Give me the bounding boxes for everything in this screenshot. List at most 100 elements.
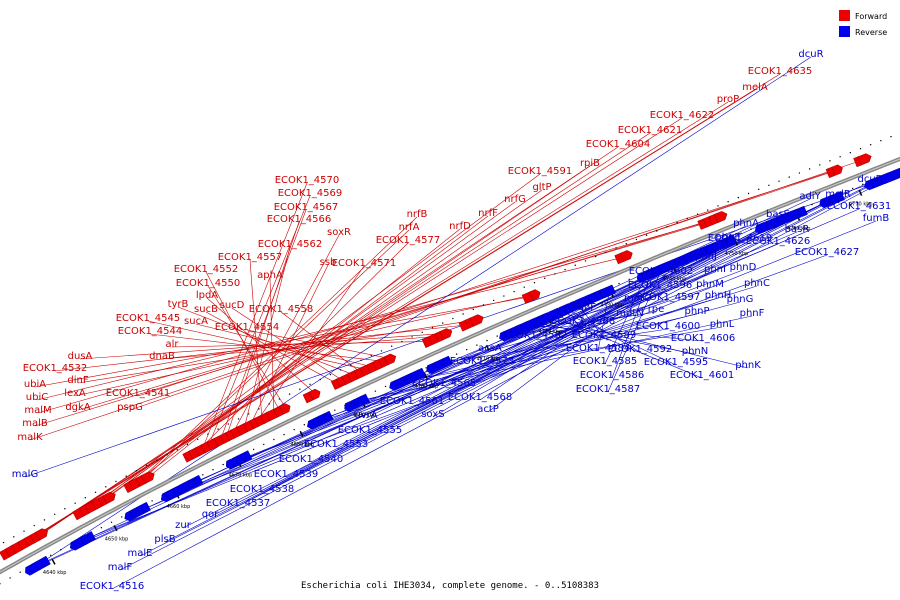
reverse-track-dot <box>60 549 61 550</box>
forward-track-dot <box>636 239 637 240</box>
gene-label: qor <box>202 509 219 520</box>
reverse-track-dot <box>293 429 294 430</box>
forward-track-dot <box>309 384 310 385</box>
gene-label: alr <box>165 339 179 350</box>
gene-label: rpiB <box>580 158 600 169</box>
forward-track-dot <box>575 265 576 266</box>
reverse-track-dot <box>50 555 51 556</box>
gene-label: rpe <box>648 304 665 315</box>
gene-label: phnA <box>733 218 759 229</box>
forward-track-dot <box>34 525 35 526</box>
gene-label: sucB <box>194 304 218 315</box>
gene-label: basS <box>766 209 790 220</box>
gene-label: aphA <box>257 270 283 281</box>
gene-label: fdhF <box>574 302 596 313</box>
gene-label: malF <box>108 562 133 573</box>
tick-label: 4730 kbp <box>601 303 625 309</box>
forward-track-dot <box>330 374 331 375</box>
tick-label: 4700 kbp <box>415 384 439 390</box>
reverse-track-dot <box>111 522 112 523</box>
gene-label: ECOK1_4584 <box>566 343 631 354</box>
forward-track-dot <box>197 439 198 440</box>
forward-track-dot <box>177 449 178 450</box>
gene-label: acsA <box>478 343 502 354</box>
gene-label: phnL <box>710 319 735 330</box>
gene-label: ECOK1_4541 <box>106 388 171 399</box>
gene-label: malM <box>24 405 51 416</box>
forward-track-dot <box>738 197 739 198</box>
reverse-track-dot <box>852 188 853 189</box>
forward-track-dot <box>156 459 157 460</box>
gene-label: adiY <box>799 191 821 202</box>
forward-track-dot <box>483 304 484 305</box>
forward-track-dot <box>697 214 698 215</box>
reverse-track-dot <box>222 464 223 465</box>
gene-label: ECOK1_4587 <box>576 384 641 395</box>
gene-label: ECOK1_4550 <box>176 278 241 289</box>
forward-track-dot <box>676 222 677 223</box>
tick-label: 4740 kbp <box>663 277 687 283</box>
legend: Forward Reverse <box>839 10 887 37</box>
gene-label: malK <box>17 432 43 443</box>
gene-label: melA <box>742 82 768 93</box>
reverse-track-dot <box>0 583 1 584</box>
gene-label: ubiA <box>24 379 46 390</box>
tick-label: 4770 kbp <box>849 201 873 207</box>
gene-label: ECOK1_4585 <box>573 356 638 367</box>
forward-track-dot <box>829 160 830 161</box>
reverse-track-dot <box>304 424 305 425</box>
reverse-track-dot <box>375 390 376 391</box>
gene-label: ECOK1_4544 <box>118 326 183 337</box>
forward-track-dot <box>473 309 474 310</box>
forward-track-dot <box>258 408 259 409</box>
forward-track-dot <box>646 235 647 236</box>
forward-track-dot <box>187 444 188 445</box>
gene-label: ECOK1_4571 <box>332 258 397 269</box>
forward-track-dot <box>789 176 790 177</box>
forward-track-dot <box>626 243 627 244</box>
gene-label: nrfA <box>399 222 420 233</box>
gene-label: ECOK1_4532 <box>23 363 88 374</box>
forward-track-dot <box>452 318 453 319</box>
forward-track-dot <box>554 273 555 274</box>
gene-label: ECOK1_4577 <box>376 235 441 246</box>
forward-track-dot <box>3 542 4 543</box>
gene-label: ECOK1_4604 <box>586 139 651 150</box>
gene-label: dnaB <box>149 351 175 362</box>
reverse-track-dot <box>811 204 812 205</box>
forward-track-dot <box>13 536 14 537</box>
reverse-track-dot <box>273 439 274 440</box>
gene-label: ECOK1_4557 <box>218 252 283 263</box>
forward-track-dot <box>687 218 688 219</box>
forward-track-dot <box>146 465 147 466</box>
gene-label: ubiC <box>26 392 48 403</box>
gene-label: ECOK1_4552 <box>174 264 239 275</box>
gene-label: malB <box>22 418 48 429</box>
gene-label: dinF <box>67 375 88 386</box>
forward-track-dot <box>870 144 871 145</box>
forward-track-dot <box>493 300 494 301</box>
gene-label: phnF <box>740 308 765 319</box>
reverse-track-dot <box>202 474 203 475</box>
tick-mark <box>859 190 861 196</box>
forward-track-dot <box>299 389 300 390</box>
gene-label: ECOK1_4561 <box>380 396 445 407</box>
forward-track-dot <box>207 434 208 435</box>
gene-label: phnP <box>684 306 709 317</box>
reverse-track-dot <box>9 577 10 578</box>
gene-label: nrfB <box>407 209 428 220</box>
reverse-track-dot <box>283 434 284 435</box>
tick-label: 4690 kbp <box>353 413 377 419</box>
reverse-track-dot <box>425 367 426 368</box>
gene-label: ECOK1_4539 <box>254 469 319 480</box>
forward-track-dot <box>432 327 433 328</box>
forward-track-dot <box>707 209 708 210</box>
tick-label: 4720 kbp <box>539 329 563 335</box>
forward-track-dot <box>809 168 810 169</box>
reverse-track-dot <box>385 386 386 387</box>
gene-label: zur <box>175 520 192 531</box>
gene-label: nrfF <box>478 208 498 219</box>
forward-track-dot <box>289 393 290 394</box>
gene-label: ECOK1_4566 <box>267 214 332 225</box>
legend-reverse-label: Reverse <box>855 28 887 37</box>
